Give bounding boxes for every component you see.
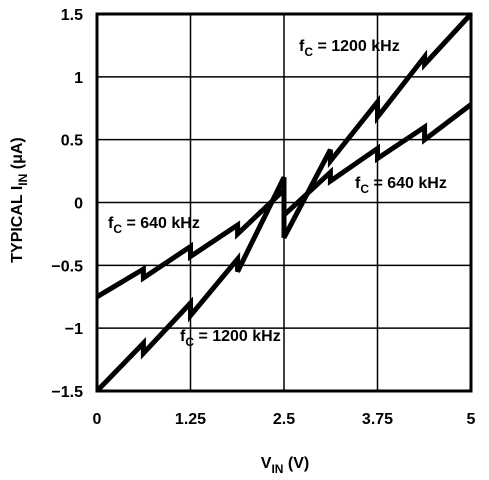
plot-frame xyxy=(95,12,473,393)
series-label-640khz-right: fC = 640 kHz xyxy=(355,175,447,196)
series-label-1200khz-upper: fC = 1200 kHz xyxy=(299,38,400,59)
x-axis-title: VIN (V) xyxy=(261,455,309,476)
y-tick-label: −0.5 xyxy=(51,258,83,275)
tick-labels: 0 1.25 2.5 3.75 5 1.5 1 0.5 0 −0.5 −1 −1.5 xyxy=(51,7,475,428)
x-tick-label: 1.25 xyxy=(175,411,206,428)
y-tick-label: 1 xyxy=(74,70,83,87)
y-tick-label: 0.5 xyxy=(61,133,83,150)
y-tick-label: 0 xyxy=(74,196,83,213)
series-label-1200khz-lower: fC = 1200 kHz xyxy=(180,328,281,349)
y-axis-title: TYPICAL IIN (μA) xyxy=(9,137,30,263)
y-tick-label: 1.5 xyxy=(61,7,83,24)
series-group xyxy=(95,12,473,393)
x-tick-label: 5 xyxy=(467,411,476,428)
series-line-1 xyxy=(95,102,473,299)
x-tick-label: 0 xyxy=(93,411,102,428)
y-tick-label: −1.5 xyxy=(51,384,83,401)
series-label-640khz-left: fC = 640 kHz xyxy=(108,215,200,236)
y-tick-label: −1 xyxy=(65,321,83,338)
x-tick-label: 2.5 xyxy=(273,411,295,428)
x-tick-label: 3.75 xyxy=(362,411,393,428)
